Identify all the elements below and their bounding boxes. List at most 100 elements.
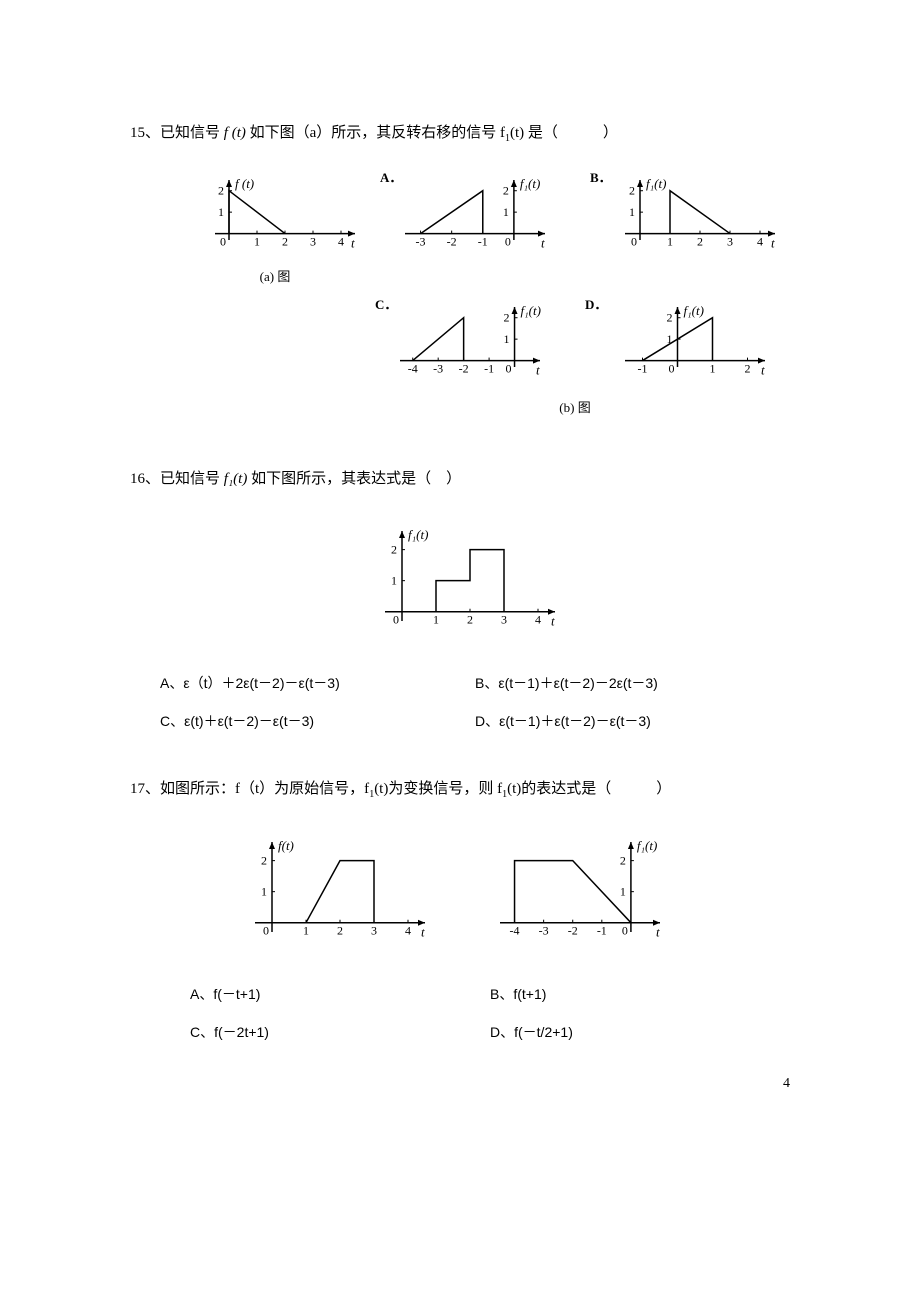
- svg-text:f₁(t): f₁(t): [521, 303, 541, 318]
- svg-text:C．: C．: [375, 297, 397, 312]
- svg-text:-1: -1: [478, 235, 488, 249]
- svg-text:4: 4: [535, 613, 541, 627]
- q16-t1: 已知信号: [160, 471, 224, 487]
- svg-text:-1: -1: [597, 924, 607, 938]
- svg-text:2: 2: [745, 362, 751, 376]
- svg-text:B．: B．: [590, 170, 612, 185]
- svg-text:1: 1: [254, 235, 260, 249]
- q16-t2: 如下图所示，其表达式是（ ）: [247, 471, 461, 487]
- q15-chart-D: -101212f₁(t)tD．: [580, 295, 780, 385]
- q15-chart-B: 0123412f₁(t)tB．: [585, 168, 785, 258]
- q17-chart-L: 0123412f(t)t: [220, 824, 440, 954]
- q15-chart-a-wrap: 0123412f (t)t (a) 图: [185, 168, 365, 285]
- svg-text:1: 1: [303, 924, 309, 938]
- q17-opt-D: D、f(－t/2+1): [490, 1022, 790, 1042]
- svg-text:1: 1: [503, 205, 509, 219]
- svg-text:f (t): f (t): [235, 176, 254, 191]
- svg-text:2: 2: [282, 235, 288, 249]
- svg-text:1: 1: [504, 332, 510, 346]
- question-16: 16、已知信号 f₁(t) 如下图所示，其表达式是（ ） 0123412f₁(t…: [130, 466, 790, 731]
- svg-text:2: 2: [503, 184, 509, 198]
- q15-text: 15、已知信号 f (t) 如下图（a）所示，其反转右移的信号 f1(t) 是（…: [130, 120, 790, 148]
- svg-text:4: 4: [338, 235, 344, 249]
- svg-text:0: 0: [220, 235, 226, 249]
- svg-text:-2: -2: [459, 362, 469, 376]
- svg-text:f₁(t): f₁(t): [520, 176, 540, 191]
- svg-text:-1: -1: [638, 362, 648, 376]
- svg-text:2: 2: [467, 613, 473, 627]
- svg-text:0: 0: [622, 924, 628, 938]
- svg-text:t: t: [761, 363, 765, 378]
- q17-t1: 如图所示：f（t）为原始信号，f: [160, 781, 369, 797]
- svg-text:t: t: [656, 925, 660, 940]
- q17-t2: (t)为变换信号，则 f: [374, 781, 502, 797]
- q16-opt-C: C、ε(t)＋ε(t－2)－ε(t－3): [160, 711, 475, 731]
- q15-opt-B-wrap: 0123412f₁(t)tB．: [585, 168, 785, 285]
- svg-text:-3: -3: [433, 362, 443, 376]
- svg-text:3: 3: [501, 613, 507, 627]
- svg-text:3: 3: [310, 235, 316, 249]
- q15-caption-a: (a) 图: [185, 266, 365, 285]
- svg-text:2: 2: [620, 854, 626, 868]
- q17-opt-C: C、f(－2t+1): [190, 1022, 490, 1042]
- q16-chart: 0123412f₁(t)t: [350, 513, 570, 643]
- q16-options: A、ε（t）＋2ε(t－2)－ε(t－3) B、ε(t－1)＋ε(t－2)－2ε…: [130, 673, 790, 731]
- svg-text:4: 4: [757, 235, 763, 249]
- q15-chart-A: -3 -2 -1 0 1 2 f₁(t) t A．: [375, 168, 575, 258]
- svg-text:-1: -1: [484, 362, 494, 376]
- q17-number: 17、: [130, 781, 160, 797]
- q15-figures: 0 1 2 3 4 1 2 f (t) t (a) 图 -3 -2 -1 0 1 2 f₁(t) t A． 0 1…: [130, 168, 790, 416]
- q15-t3: (t) 是（ ）: [510, 125, 618, 141]
- svg-text:t: t: [536, 363, 540, 378]
- q16-number: 16、: [130, 471, 160, 487]
- svg-text:D．: D．: [585, 297, 607, 312]
- svg-text:f₁(t): f₁(t): [408, 527, 428, 542]
- svg-text:t: t: [421, 925, 425, 940]
- svg-text:-4: -4: [510, 924, 520, 938]
- svg-text:4: 4: [405, 924, 411, 938]
- svg-text:0: 0: [506, 362, 512, 376]
- svg-text:2: 2: [391, 543, 397, 557]
- q15-opt-D-wrap: -101212f₁(t)tD．: [580, 295, 780, 385]
- q16-opt-D: D、ε(t－1)＋ε(t－2)－ε(t－3): [475, 711, 790, 731]
- page-number: 4: [783, 1076, 790, 1092]
- svg-text:-2: -2: [568, 924, 578, 938]
- q16-opt-A: A、ε（t）＋2ε(t－2)－ε(t－3): [160, 673, 475, 693]
- svg-text:1: 1: [433, 613, 439, 627]
- q15-chart-C: -4-3-2-1012f₁(t)tC．: [370, 295, 570, 385]
- q17-text: 17、如图所示：f（t）为原始信号，f1(t)为变换信号，则 f1(t)的表达式…: [130, 776, 790, 804]
- q16-opt-B: B、ε(t－1)＋ε(t－2)－2ε(t－3): [475, 673, 790, 693]
- q15-opt-C-wrap: -4-3-2-1012f₁(t)tC．: [370, 295, 570, 385]
- svg-text:0: 0: [669, 362, 675, 376]
- svg-text:-3: -3: [416, 235, 426, 249]
- question-15: 15、已知信号 f (t) 如下图（a）所示，其反转右移的信号 f1(t) 是（…: [130, 120, 790, 416]
- q15-chart-a: 0123412f (t)t: [185, 168, 365, 258]
- svg-text:f₁(t): f₁(t): [684, 303, 704, 318]
- svg-text:f₁(t): f₁(t): [646, 176, 666, 191]
- svg-text:t: t: [351, 236, 355, 251]
- q17-opt-B: B、f(t+1): [490, 984, 790, 1004]
- svg-text:f₁(t): f₁(t): [637, 838, 657, 853]
- svg-text:2: 2: [629, 184, 635, 198]
- svg-text:1: 1: [667, 235, 673, 249]
- svg-text:0: 0: [505, 235, 511, 249]
- svg-text:1: 1: [218, 205, 224, 219]
- svg-text:2: 2: [697, 235, 703, 249]
- svg-text:2: 2: [261, 854, 267, 868]
- svg-text:2: 2: [667, 311, 673, 325]
- svg-text:3: 3: [371, 924, 377, 938]
- svg-text:-2: -2: [447, 235, 457, 249]
- question-17: 17、如图所示：f（t）为原始信号，f1(t)为变换信号，则 f1(t)的表达式…: [130, 776, 790, 1042]
- q17-options: A、f(－t+1) B、f(t+1) C、f(－2t+1) D、f(－t/2+1…: [130, 984, 790, 1042]
- q16-fx: f₁(t): [224, 471, 248, 487]
- svg-text:1: 1: [620, 885, 626, 899]
- svg-text:-3: -3: [539, 924, 549, 938]
- svg-text:0: 0: [631, 235, 637, 249]
- svg-text:0: 0: [263, 924, 269, 938]
- svg-text:-4: -4: [408, 362, 418, 376]
- q17-opt-A: A、f(－t+1): [190, 984, 490, 1004]
- svg-text:0: 0: [393, 613, 399, 627]
- svg-text:t: t: [541, 236, 545, 251]
- svg-text:1: 1: [261, 885, 267, 899]
- svg-text:A．: A．: [380, 170, 402, 185]
